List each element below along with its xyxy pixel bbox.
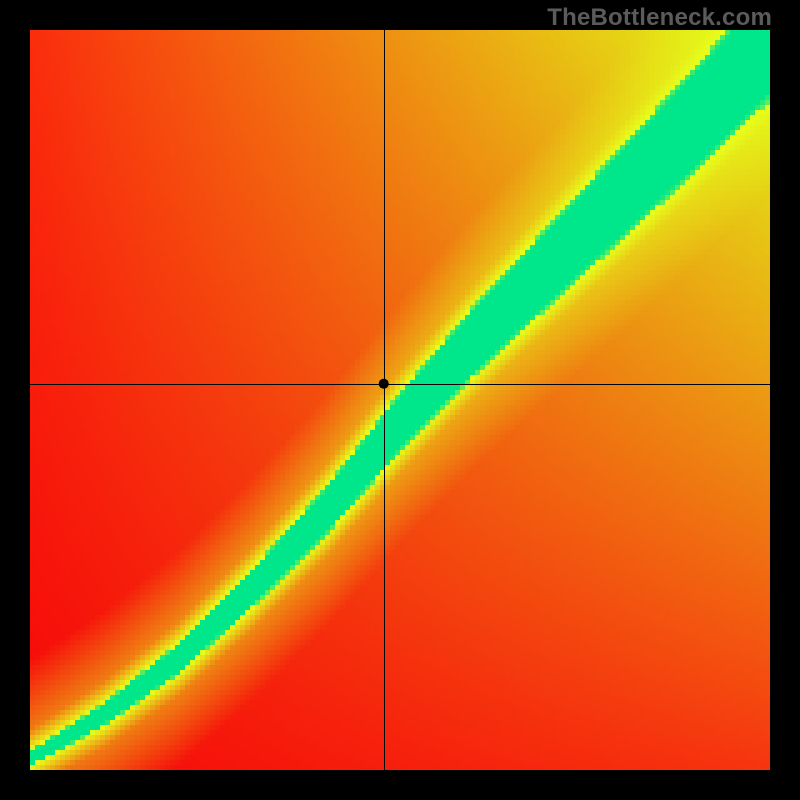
heatmap-plot [30, 30, 770, 770]
chart-container: TheBottleneck.com [0, 0, 800, 800]
watermark-text: TheBottleneck.com [547, 4, 772, 32]
heatmap-canvas [30, 30, 770, 770]
